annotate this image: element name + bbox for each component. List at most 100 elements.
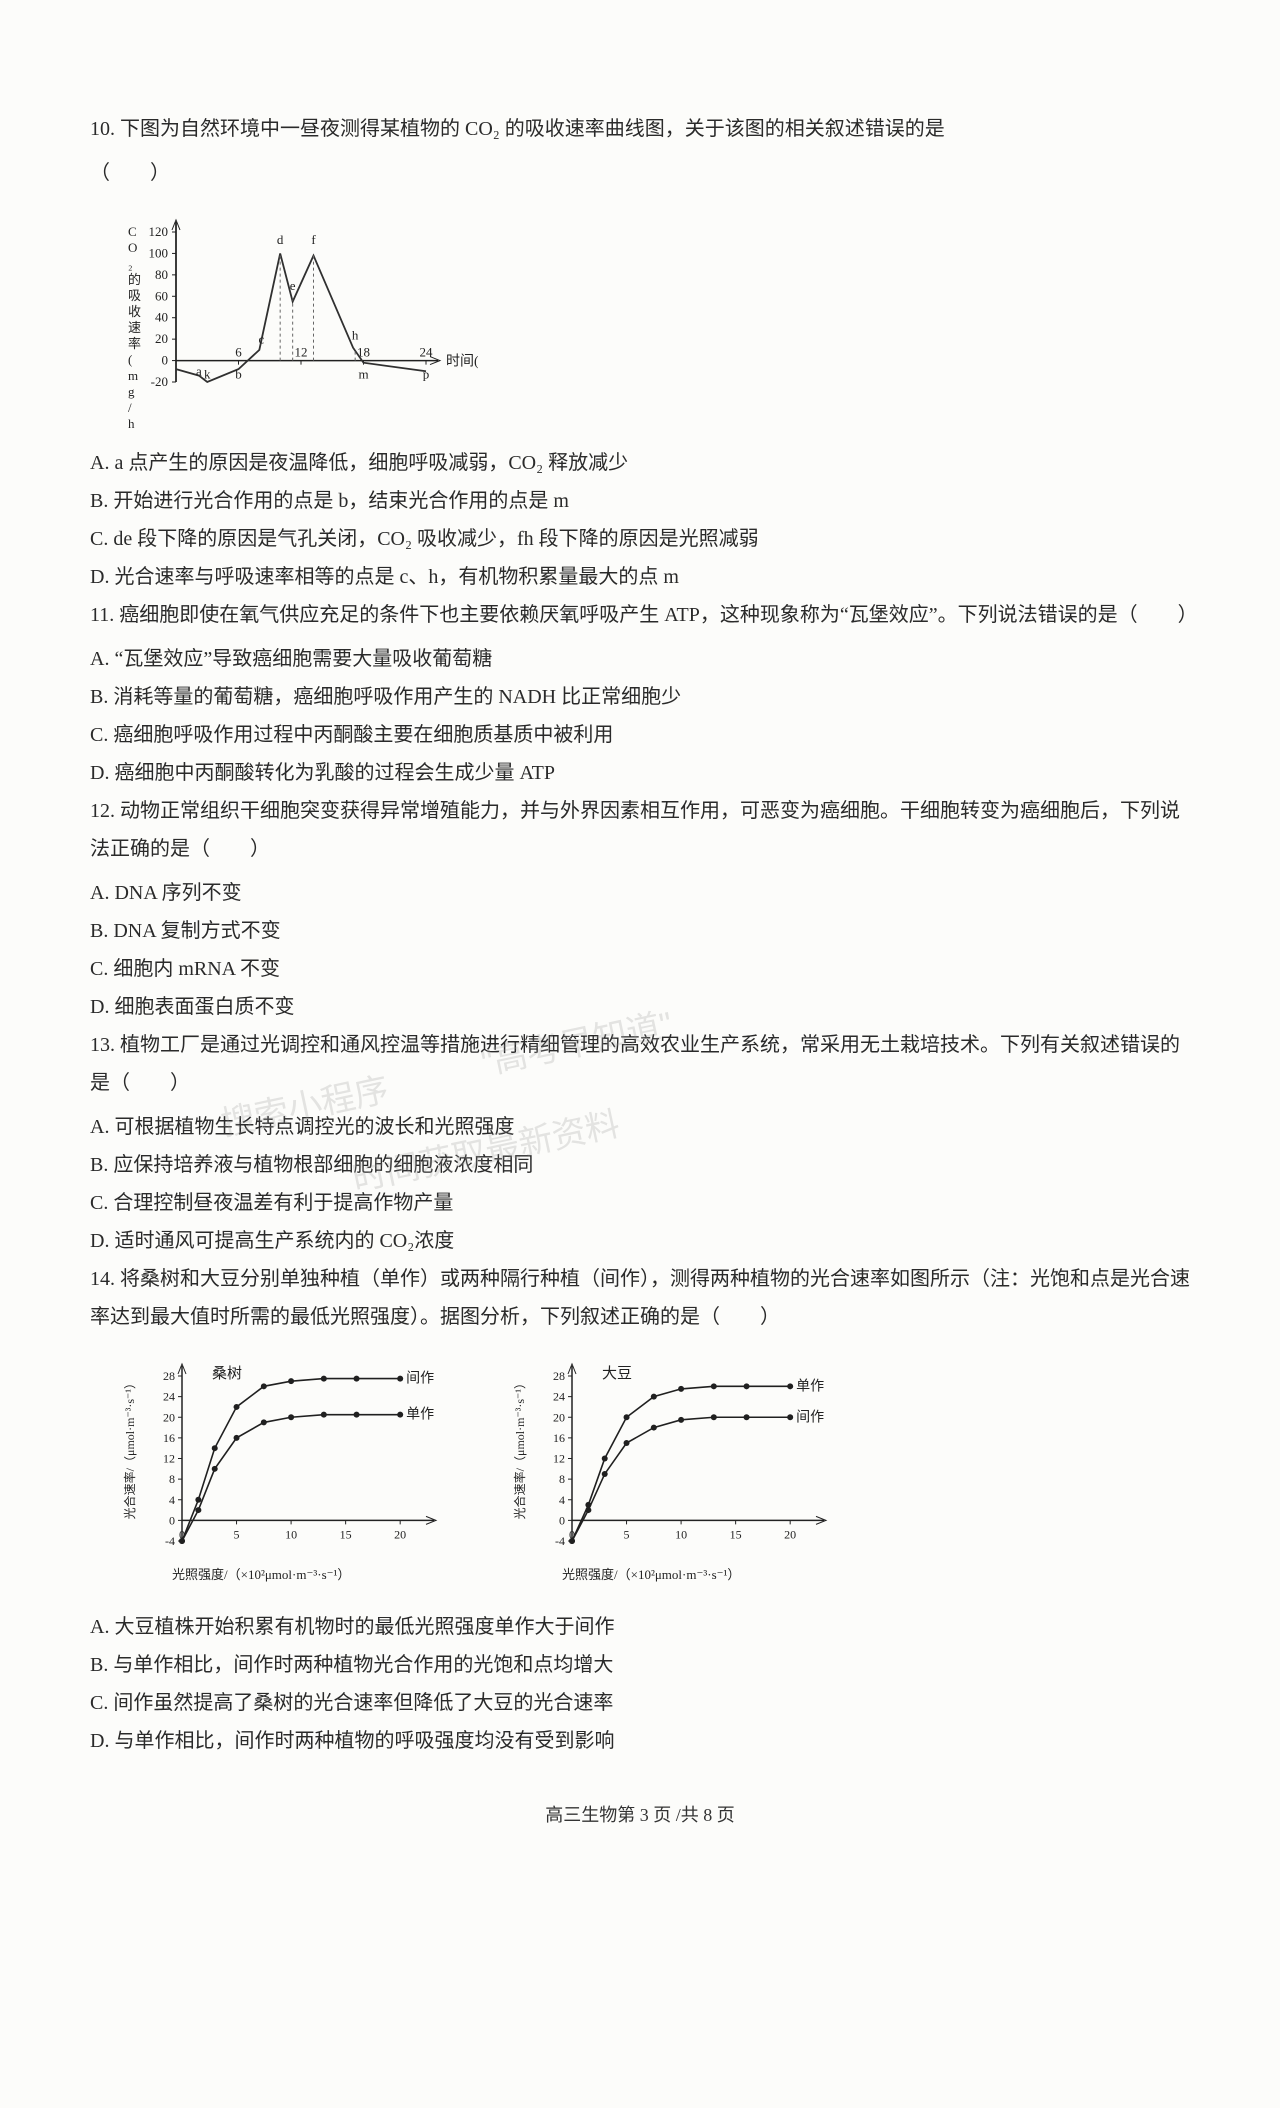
svg-text:16: 16 [553, 1431, 565, 1445]
svg-text:₂: ₂ [128, 256, 133, 271]
svg-text:8: 8 [169, 1472, 175, 1486]
svg-text:-4: -4 [165, 1534, 175, 1548]
svg-text:120: 120 [149, 224, 169, 239]
svg-text:-4: -4 [555, 1534, 565, 1548]
q11-optC: C. 癌细胞呼吸作用过程中丙酮酸主要在细胞质基质中被利用 [90, 716, 1190, 754]
svg-text:10: 10 [675, 1527, 687, 1541]
svg-text:28: 28 [553, 1369, 565, 1383]
svg-text:p: p [423, 367, 430, 382]
q11-optA: A. “瓦堡效应”导致癌细胞需要大量吸收葡萄糖 [90, 640, 1190, 678]
svg-text:60: 60 [155, 288, 168, 303]
q14-optB: B. 与单作相比，间作时两种植物光合作用的光饱和点均增大 [90, 1646, 1190, 1684]
svg-text:(: ( [128, 352, 132, 367]
svg-text:-20: -20 [151, 374, 168, 389]
q13-optA: A. 可根据植物生长特点调控光的波长和光照强度 [90, 1108, 1190, 1146]
svg-text:e: e [290, 278, 296, 293]
svg-text:0: 0 [169, 1513, 175, 1527]
svg-text:12: 12 [553, 1452, 565, 1466]
svg-text:光合速率/（μmol·m⁻³·s⁻¹）: 光合速率/（μmol·m⁻³·s⁻¹） [122, 1377, 137, 1519]
q11-optB: B. 消耗等量的葡萄糖，癌细胞呼吸作用产生的 NADH 比正常细胞少 [90, 678, 1190, 716]
page-footer: 高三生物第 3 页 /共 8 页 [90, 1798, 1190, 1832]
q13-optC: C. 合理控制昼夜温差有利于提高作物产量 [90, 1184, 1190, 1222]
q10-optA: A. a 点产生的原因是夜温降低，细胞呼吸减弱，CO₂ 释放减少 [90, 444, 1190, 482]
svg-text:100: 100 [149, 245, 169, 260]
svg-text:C: C [128, 224, 137, 239]
svg-text:间作: 间作 [406, 1371, 434, 1387]
svg-text:h: h [352, 327, 359, 342]
q10-optB: B. 开始进行光合作用的点是 b，结束光合作用的点是 m [90, 482, 1190, 520]
svg-text:k: k [204, 367, 211, 382]
svg-text:15: 15 [340, 1527, 352, 1541]
q10-stem: 10. 下图为自然环境中一昼夜测得某植物的 CO₂ 的吸收速率曲线图，关于该图的… [90, 110, 1190, 148]
svg-text:单作: 单作 [796, 1378, 824, 1394]
q10-optC: C. de 段下降的原因是气孔关闭，CO₂ 吸收减少，fh 段下降的原因是光照减… [90, 520, 1190, 558]
q12-stem: 12. 动物正常组织干细胞突变获得异常增殖能力，并与外界因素相互作用，可恶变为癌… [90, 792, 1190, 868]
q14-charts: -4048121620242851015200桑树间作单作光照强度/（×10²μ… [120, 1346, 1190, 1596]
svg-text:8: 8 [559, 1472, 565, 1486]
q10-paren: （ ） [90, 154, 1190, 192]
q10-chart: -200204060801001206121824akbcdefhmp时间(h)… [108, 202, 1190, 432]
svg-text:率: 率 [128, 336, 141, 351]
svg-text:20: 20 [163, 1410, 175, 1424]
svg-text:速: 速 [128, 320, 141, 335]
svg-text:20: 20 [394, 1527, 406, 1541]
svg-text:d: d [277, 232, 284, 247]
svg-text:5: 5 [234, 1527, 240, 1541]
svg-text:4: 4 [559, 1493, 565, 1507]
svg-text:80: 80 [155, 267, 168, 282]
svg-text:24: 24 [420, 345, 434, 360]
svg-text:15: 15 [730, 1527, 742, 1541]
q14-optC: C. 间作虽然提高了桑树的光合速率但降低了大豆的光合速率 [90, 1684, 1190, 1722]
svg-text:5: 5 [624, 1527, 630, 1541]
q14-stem: 14. 将桑树和大豆分别单独种植（单作）或两种隔行种植（间作），测得两种植物的光… [90, 1260, 1190, 1336]
q12-optB: B. DNA 复制方式不变 [90, 912, 1190, 950]
svg-text:20: 20 [553, 1410, 565, 1424]
q14-optA: A. 大豆植株开始积累有机物时的最低光照强度单作大于间作 [90, 1608, 1190, 1646]
svg-text:m: m [128, 368, 138, 383]
svg-text:时间(h): 时间(h) [446, 354, 478, 370]
svg-text:24: 24 [553, 1390, 565, 1404]
q12-optA: A. DNA 序列不变 [90, 874, 1190, 912]
svg-text:收: 收 [128, 304, 141, 319]
svg-text:a: a [196, 363, 202, 378]
svg-text:12: 12 [295, 345, 308, 360]
svg-text:光合速率/（μmol·m⁻³·s⁻¹）: 光合速率/（μmol·m⁻³·s⁻¹） [512, 1377, 527, 1519]
svg-text:0: 0 [162, 353, 169, 368]
svg-text:大豆: 大豆 [602, 1365, 632, 1382]
svg-text:16: 16 [163, 1431, 175, 1445]
q12-optD: D. 细胞表面蛋白质不变 [90, 988, 1190, 1026]
svg-text:单作: 单作 [406, 1407, 434, 1423]
q14-optD: D. 与单作相比，间作时两种植物的呼吸强度均没有受到影响 [90, 1722, 1190, 1760]
svg-text:间作: 间作 [796, 1409, 824, 1425]
svg-text:6: 6 [235, 345, 242, 360]
svg-text:4: 4 [169, 1493, 175, 1507]
svg-text:28: 28 [163, 1369, 175, 1383]
svg-text:/: / [128, 400, 132, 415]
svg-text:12: 12 [163, 1452, 175, 1466]
q13-stem: 13. 植物工厂是通过光调控和通风控温等措施进行精细管理的高效农业生产系统，常采… [90, 1026, 1190, 1102]
svg-text:光照强度/（×10²μmol·m⁻³·s⁻¹）: 光照强度/（×10²μmol·m⁻³·s⁻¹） [562, 1567, 740, 1582]
svg-text:桑树: 桑树 [212, 1365, 242, 1382]
svg-text:0: 0 [559, 1513, 565, 1527]
svg-text:40: 40 [155, 310, 168, 325]
svg-text:的: 的 [128, 272, 141, 287]
svg-text:m: m [358, 367, 368, 382]
svg-text:f: f [311, 232, 316, 247]
svg-text:b: b [235, 367, 242, 382]
svg-text:24: 24 [163, 1390, 175, 1404]
svg-text:吸: 吸 [128, 288, 141, 303]
q12-optC: C. 细胞内 mRNA 不变 [90, 950, 1190, 988]
svg-text:g: g [128, 384, 135, 399]
q11-optD: D. 癌细胞中丙酮酸转化为乳酸的过程会生成少量 ATP [90, 754, 1190, 792]
q10-optD: D. 光合速率与呼吸速率相等的点是 c、h，有机物积累量最大的点 m [90, 558, 1190, 596]
q13-optB: B. 应保持培养液与植物根部细胞的细胞液浓度相同 [90, 1146, 1190, 1184]
svg-text:20: 20 [155, 331, 168, 346]
q11-stem: 11. 癌细胞即使在氧气供应充足的条件下也主要依赖厌氧呼吸产生 ATP，这种现象… [90, 596, 1190, 634]
svg-text:20: 20 [784, 1527, 796, 1541]
svg-text:h: h [128, 416, 135, 431]
svg-text:O: O [128, 240, 137, 255]
svg-text:c: c [259, 332, 265, 347]
q13-optD: D. 适时通风可提高生产系统内的 CO₂浓度 [90, 1222, 1190, 1260]
svg-text:10: 10 [285, 1527, 297, 1541]
svg-text:光照强度/（×10²μmol·m⁻³·s⁻¹）: 光照强度/（×10²μmol·m⁻³·s⁻¹） [172, 1567, 350, 1582]
